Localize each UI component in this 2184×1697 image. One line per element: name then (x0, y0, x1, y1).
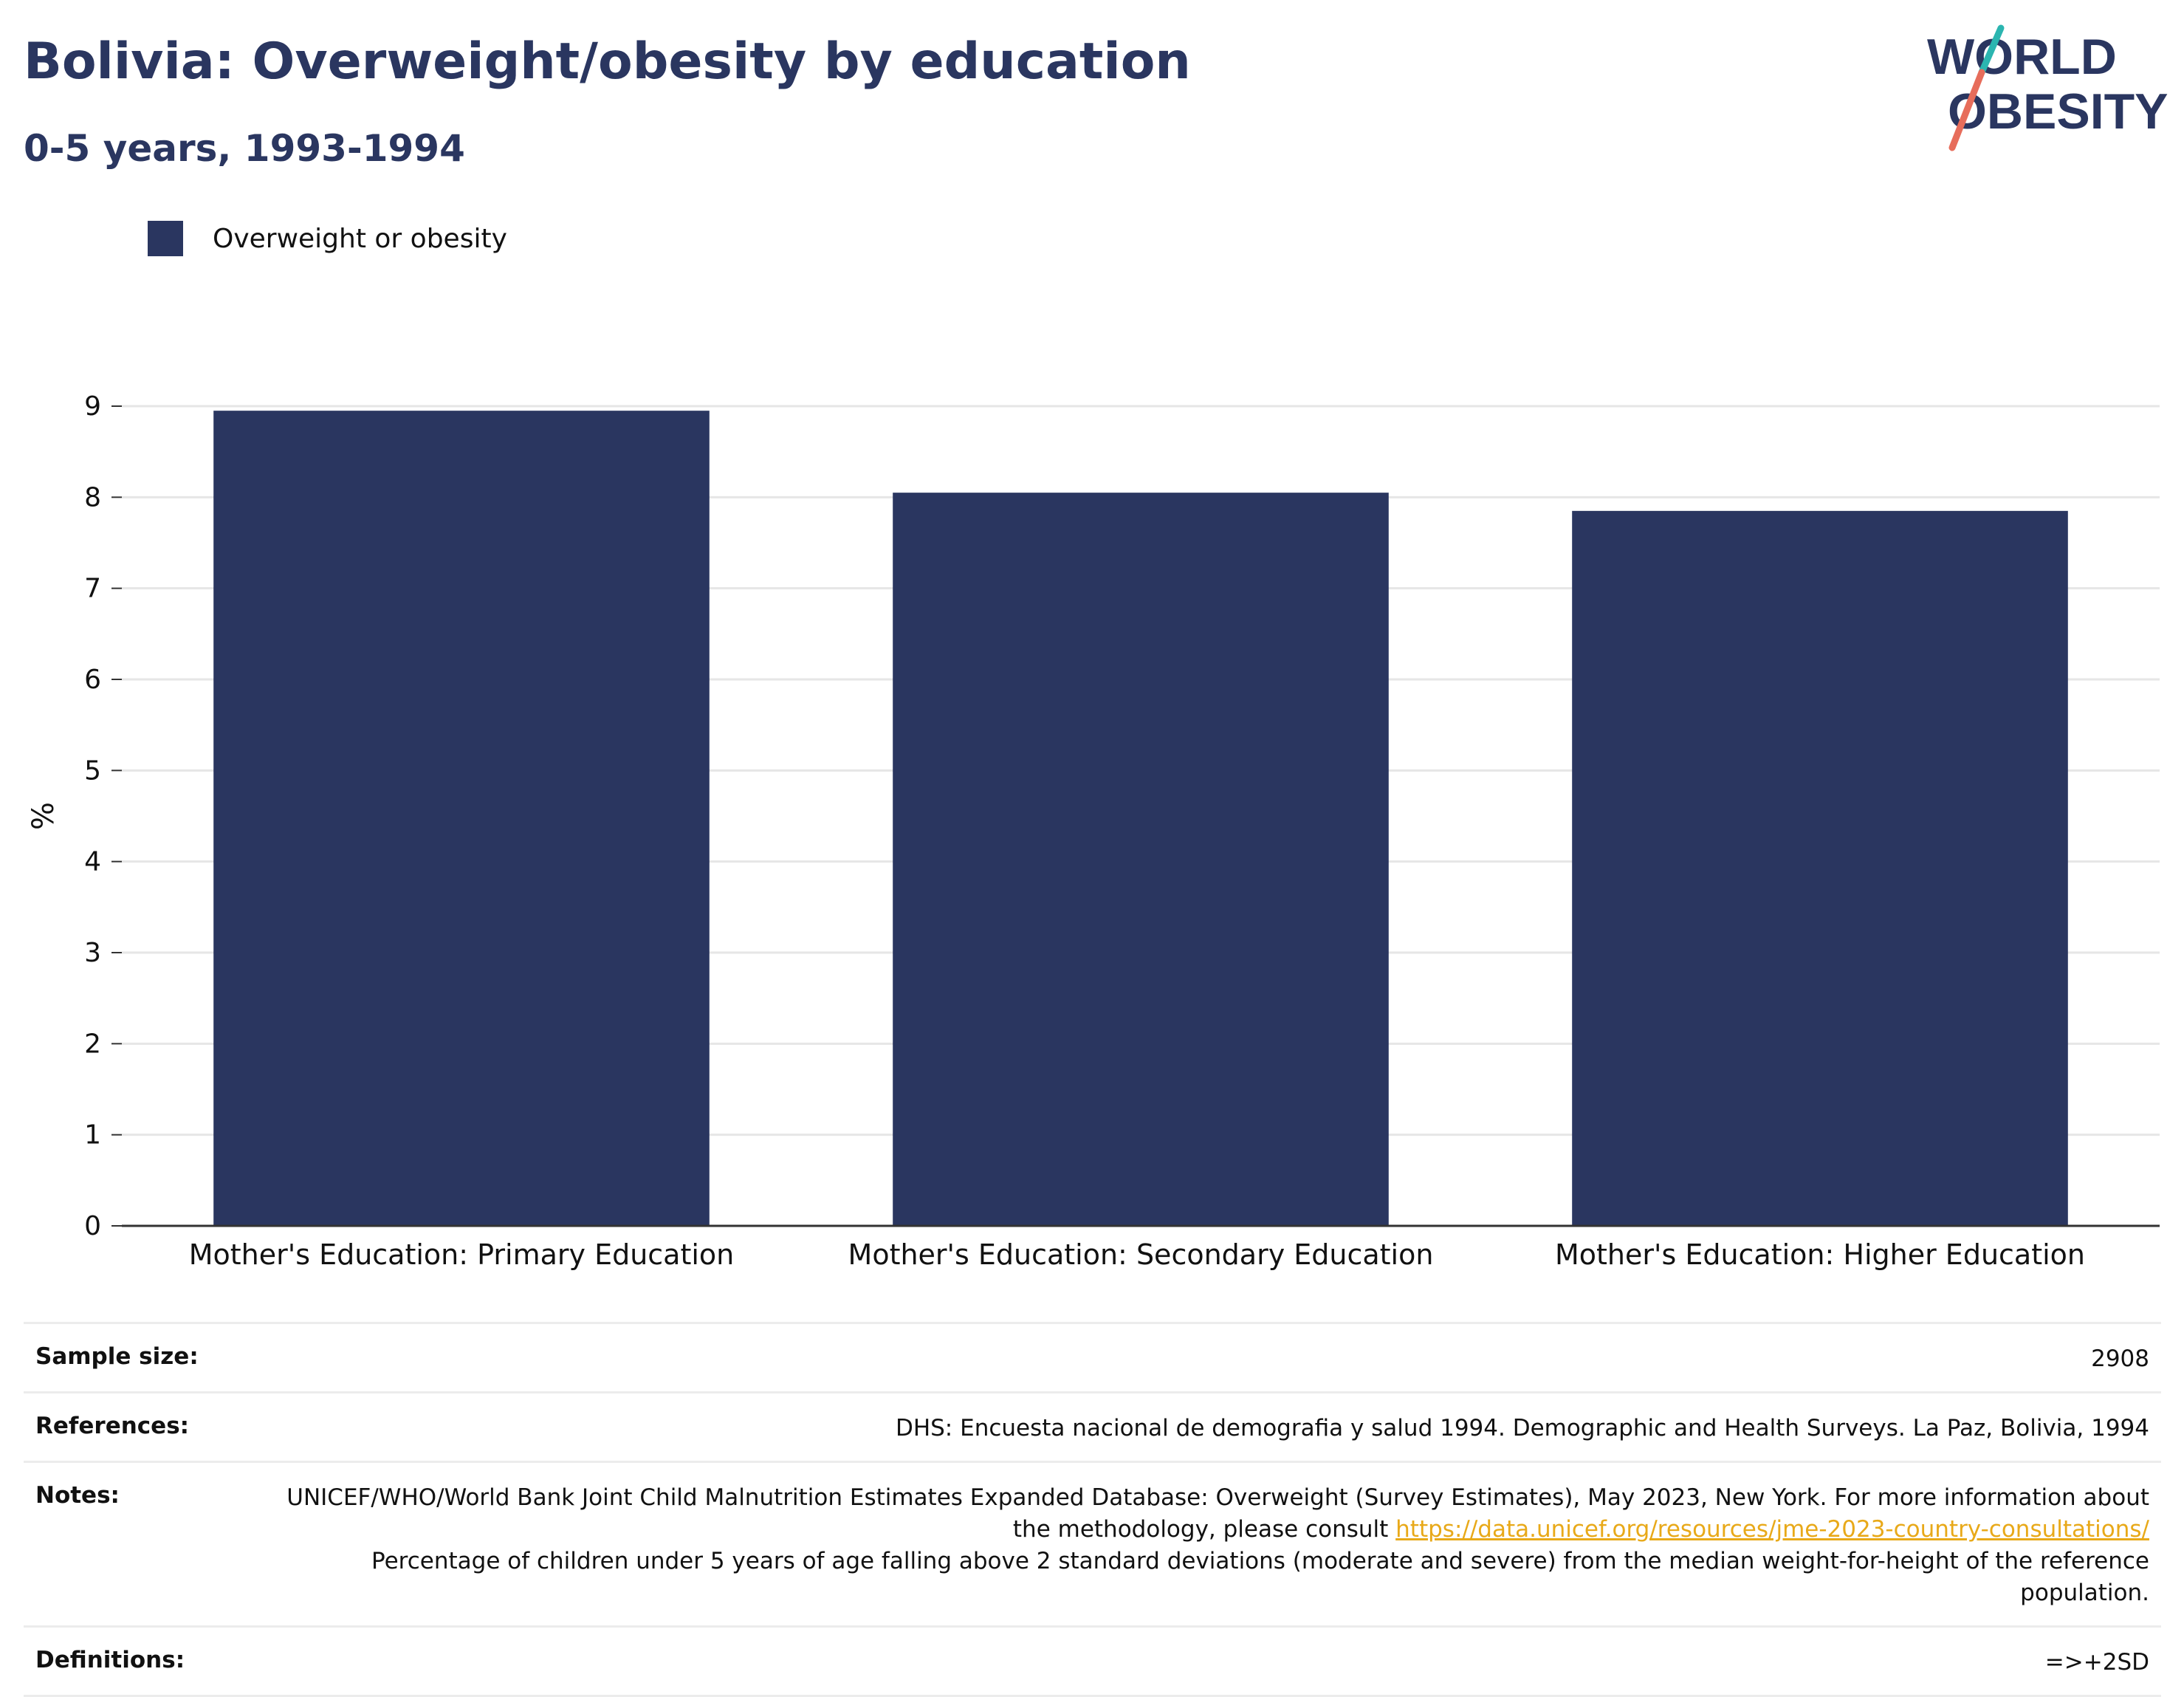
notes-text-2: Percentage of children under 5 years of … (371, 1548, 2149, 1606)
chart-subtitle: 0-5 years, 1993-1994 (24, 127, 465, 170)
y-tick-label: 2 (84, 1029, 101, 1059)
bars (213, 411, 2068, 1226)
references-value: DHS: Encuesta nacional de demografia y s… (895, 1415, 2149, 1441)
y-tick-label: 5 (84, 755, 101, 786)
definitions-value: =>+2SD (2044, 1649, 2149, 1676)
y-tick-label: 6 (84, 665, 101, 695)
legend-swatch (148, 221, 183, 256)
sample-size-label: Sample size: (35, 1343, 199, 1370)
metadata-table: Sample size: 2908 References: DHS: Encue… (24, 1322, 2161, 1697)
notes-label: Notes: (35, 1482, 120, 1509)
references-label: References: (35, 1413, 190, 1439)
logo-coral-slash (1948, 69, 1985, 151)
logo-line-1: WORLD (1927, 29, 2117, 85)
x-category-label: Mother's Education: Secondary Education (848, 1238, 1434, 1271)
y-tick-label: 3 (84, 938, 101, 968)
y-tick-label: 4 (84, 847, 101, 877)
notes-row: Notes: UNICEF/WHO/World Bank Joint Child… (24, 1461, 2161, 1625)
axes (111, 405, 2160, 1227)
axis-labels: 0 1 2 3 4 5 6 7 8 9% Mother's Education: Primary E… (27, 391, 2085, 1271)
y-tick-label: 8 (84, 482, 101, 512)
chart-title: Bolivia: Overweight/obesity by education (24, 32, 1191, 91)
logo-line-2: OBESITY (1948, 83, 2168, 140)
y-tick-label: 0 (84, 1211, 101, 1241)
notes-link[interactable]: https://data.unicef.org/resources/jme-20… (1395, 1516, 2149, 1543)
world-obesity-logo: WORLD OBESITY (1927, 24, 2168, 151)
y-tick-label: 9 (84, 391, 101, 422)
references-row: References: DHS: Encuesta nacional de de… (24, 1391, 2161, 1461)
notes-value: UNICEF/WHO/World Bank Joint Child Malnut… (259, 1482, 2149, 1609)
legend-label: Overweight or obesity (213, 223, 507, 254)
legend: Overweight or obesity (148, 220, 507, 257)
notes-text-1: UNICEF/WHO/World Bank Joint Child Malnut… (286, 1484, 2149, 1543)
x-category-label: Mother's Education: Higher Education (1555, 1238, 2085, 1271)
definitions-label: Definitions: (35, 1647, 185, 1673)
y-tick-label: 7 (84, 574, 101, 604)
y-axis-title: % (27, 802, 61, 830)
x-category-label: Mother's Education: Primary Education (189, 1238, 735, 1271)
bar (213, 411, 710, 1226)
bar (1572, 510, 2068, 1226)
sample-size-row: Sample size: 2908 (24, 1322, 2161, 1391)
definitions-row: Definitions: =>+2SD (24, 1625, 2161, 1697)
logo-teal-slash (1978, 24, 2005, 76)
y-tick-label: 1 (84, 1120, 101, 1151)
bar (893, 493, 1389, 1226)
sample-size-value: 2908 (2091, 1345, 2149, 1372)
bar-chart: 0 1 2 3 4 5 6 7 8 9% Mother's Education: Primary E… (27, 391, 2160, 1271)
